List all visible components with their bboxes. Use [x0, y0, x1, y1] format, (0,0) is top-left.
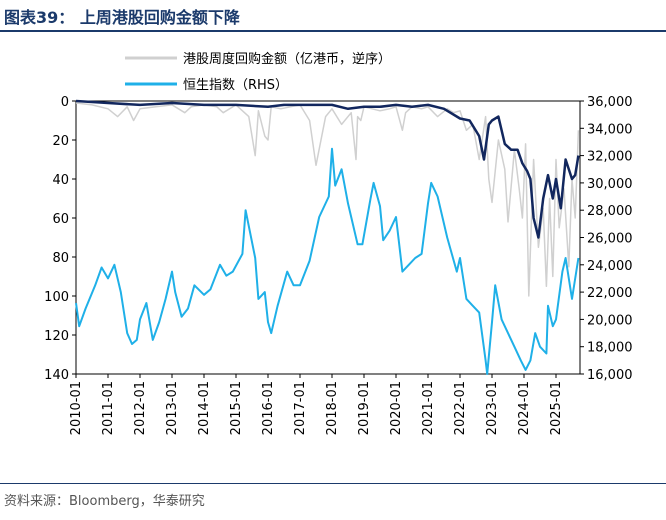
chart-figure: 0 20 40 60 80 100 120 140 16,000 18,000 20,000 22,…: [44, 51, 633, 435]
right-axis-tick-label: 22,000: [587, 286, 633, 301]
x-axis-tick-label: 2012-01: [133, 381, 148, 435]
title-divider: [0, 30, 666, 32]
x-axis-tick-label: 2016-01: [261, 381, 276, 435]
right-axis-tick-label: 26,000: [587, 232, 633, 247]
left-axis-tick-label: 0: [61, 95, 69, 110]
right-axis-tick-label: 16,000: [587, 368, 633, 383]
right-axis-tick-label: 30,000: [587, 177, 633, 192]
right-axis-tick-label: 34,000: [587, 122, 633, 137]
x-axis-tick-label: 2013-01: [165, 381, 180, 435]
left-axis-tick-label: 20: [52, 134, 69, 149]
left-axis-tick-label: 140: [44, 368, 69, 383]
source-divider: [0, 483, 666, 484]
x-axis-tick-label: 2018-01: [325, 381, 340, 435]
x-axis-tick-label: 2015-01: [229, 381, 244, 435]
left-axis-tick-label: 60: [52, 212, 69, 227]
source-note: 资料来源：Bloomberg，华泰研究: [4, 494, 205, 509]
x-axis-tick-label: 2020-01: [389, 381, 404, 435]
x-axis-tick-label: 2023-01: [485, 381, 500, 435]
right-axis-tick-label: 18,000: [587, 341, 633, 356]
series-line-buyback-smooth: [75, 99, 580, 239]
x-axis-tick-label: 2011-01: [101, 381, 116, 435]
legend-label-hsi: 恒生指数（RHS）: [183, 78, 288, 93]
right-axis-tick-label: 32,000: [587, 150, 633, 165]
legend-label-buyback: 港股周度回购金额（亿港币，逆序）: [183, 51, 391, 67]
chart-title: 图表39： 上周港股回购金额下降: [4, 8, 240, 27]
left-axis-tick-label: 100: [44, 290, 69, 305]
right-axis-tick-label: 24,000: [587, 259, 633, 274]
x-axis-tick-label: 2014-01: [197, 381, 212, 435]
right-axis-tick-label: 28,000: [587, 204, 633, 219]
series-line-hsi: [75, 147, 580, 375]
x-axis-tick-label: 2010-01: [69, 381, 84, 435]
series-line-buyback: [75, 102, 580, 297]
left-axis-tick-label: 80: [52, 251, 69, 266]
left-axis-tick-label: 40: [52, 173, 69, 188]
x-axis-tick-label: 2025-01: [549, 381, 564, 435]
x-axis-tick-label: 2017-01: [293, 381, 308, 435]
right-axis-tick-label: 36,000: [587, 95, 633, 110]
x-axis-tick-label: 2019-01: [357, 381, 372, 435]
x-axis-tick-label: 2024-01: [517, 381, 532, 435]
x-axis-tick-label: 2021-01: [421, 381, 436, 435]
x-axis-tick-label: 2022-01: [453, 381, 468, 435]
left-axis-tick-label: 120: [44, 329, 69, 344]
right-axis-tick-label: 20,000: [587, 313, 633, 328]
